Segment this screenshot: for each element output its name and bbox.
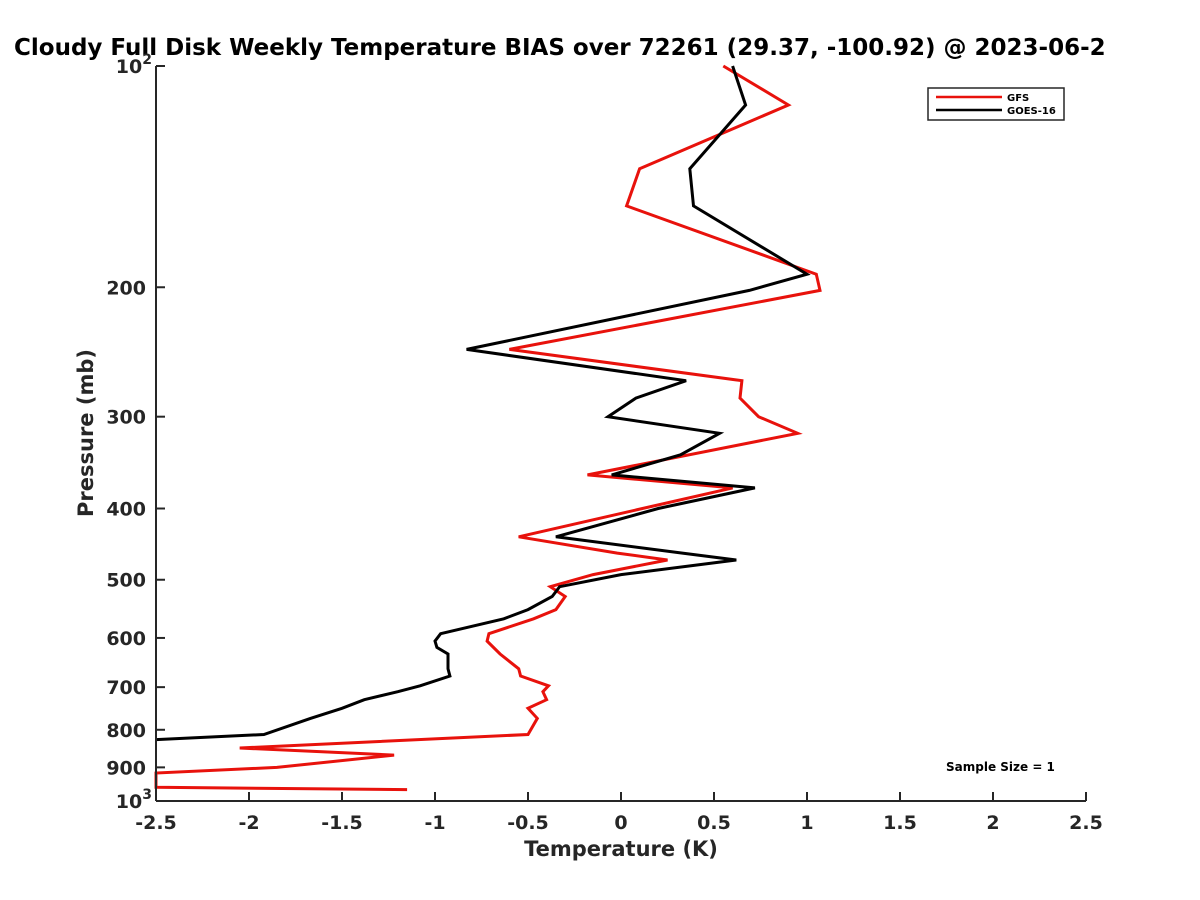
x-tick-label: 1 [800,812,813,834]
legend-label-gfs: GFS [1007,93,1029,104]
y-tick-label: 600 [106,628,146,650]
legend-box [927,87,1065,121]
x-tick-label: -0.5 [507,812,549,834]
y-tick-label: 800 [106,720,146,742]
y-tick-label: 900 [106,757,146,779]
x-axis-label: Temperature (K) [524,837,718,861]
sample-size-annotation: Sample Size = 1 [946,760,1055,774]
y-tick-label: 103 [116,787,152,813]
x-axis-ticks: -2.5 -2 -1.5 -1 -0.5 0 0.5 1 1.5 2 2.5 [135,792,1103,834]
y-tick-label: 300 [106,407,146,429]
x-tick-label: -1.5 [321,812,363,834]
x-tick-label: -1 [424,812,445,834]
x-tick-label: 2.5 [1069,812,1103,834]
x-tick-label: -2 [238,812,259,834]
y-tick-label: 700 [106,677,146,699]
y-axis-ticks: 102 200 300 400 500 600 700 800 900 103 [106,52,165,813]
x-tick-label: 2 [986,812,999,834]
legend: GFS GOES-16 [927,87,1065,121]
series-line-goes-16 [155,65,811,742]
y-tick-label: 400 [106,499,146,521]
y-axis-label: Pressure (mb) [74,349,98,517]
y-tick-label: 200 [106,277,146,299]
x-tick-label: -2.5 [135,812,177,834]
series-layer [154,64,822,792]
y-tick-label: 500 [106,570,146,592]
legend-label-goes16: GOES-16 [1007,106,1056,117]
x-tick-label: 0.5 [697,812,731,834]
series-line-gfs [154,64,822,792]
x-tick-label: 0 [614,812,627,834]
chart-title: Cloudy Full Disk Weekly Temperature BIAS… [14,35,1106,61]
y-tick-label: 102 [116,52,152,78]
x-tick-label: 1.5 [883,812,917,834]
